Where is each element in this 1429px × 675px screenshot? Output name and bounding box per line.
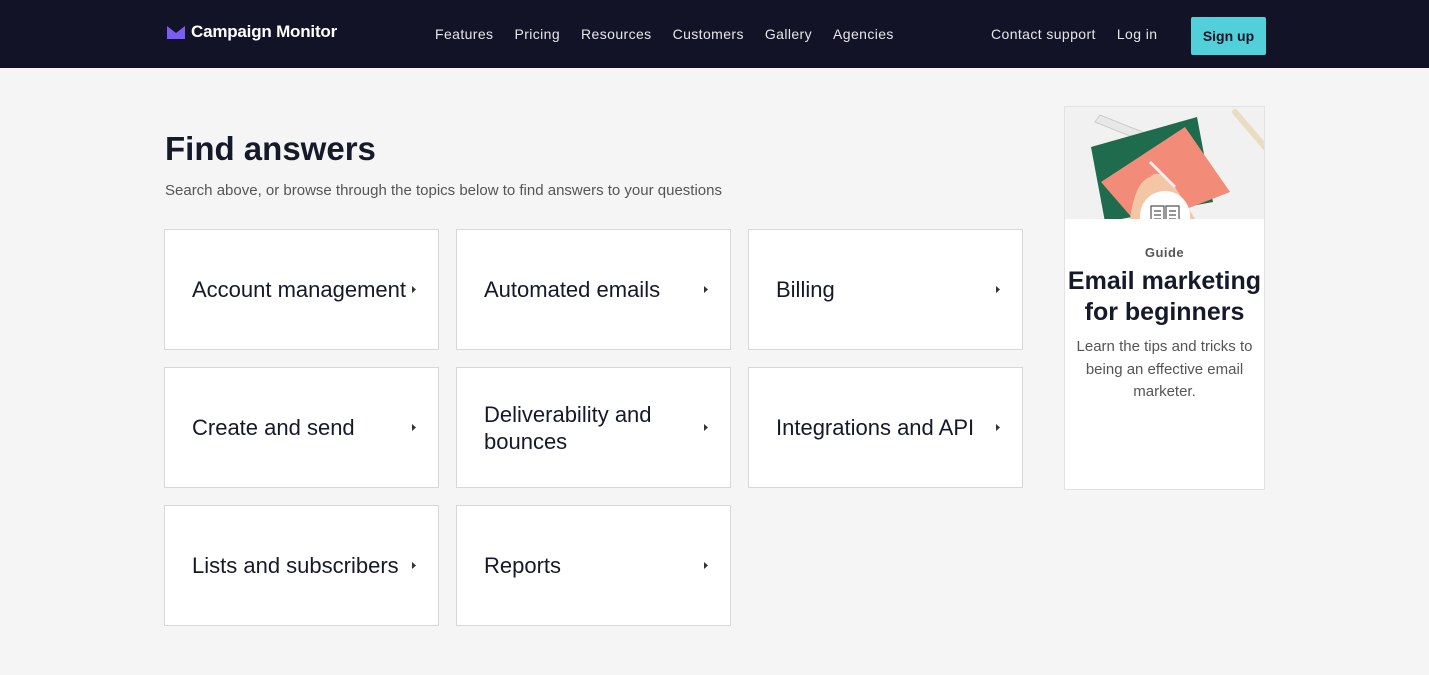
topic-label: Deliverability and bounces (484, 401, 652, 454)
topic-card[interactable]: Deliverability and bounces (456, 367, 731, 488)
guide-card[interactable]: Guide Email marketing for beginners Lear… (1064, 106, 1265, 490)
topic-label: Reports (484, 553, 562, 578)
topic-grid: Account management Automated emails Billin… (164, 229, 1023, 626)
nav-resources[interactable]: Resources (581, 26, 652, 42)
caret-right-icon (704, 286, 708, 293)
envelope-logo-icon (167, 25, 185, 39)
guide-description: Learn the tips and tricks to being an ef… (1076, 338, 1253, 400)
caret-right-icon (412, 286, 416, 293)
topic-label: Create and send (192, 415, 355, 440)
nav-customers[interactable]: Customers (672, 26, 744, 42)
brand-name: Campaign Monitor (191, 22, 338, 41)
signup-button[interactable]: Sign up (1191, 17, 1266, 55)
topic-card[interactable]: Integrations and API (748, 367, 1023, 488)
topic-card[interactable]: Account management (164, 229, 439, 350)
nav-gallery[interactable]: Gallery (764, 26, 813, 42)
contact-support-link[interactable]: Contact support (991, 26, 1096, 42)
nav-agencies[interactable]: Agencies (833, 26, 894, 42)
guide-label: Guide (1144, 245, 1185, 260)
login-link[interactable]: Log in (1116, 26, 1158, 42)
topic-label: Account management (192, 277, 407, 302)
caret-right-icon (704, 424, 708, 431)
caret-right-icon (704, 562, 708, 569)
topic-label: Billing (776, 277, 835, 302)
caret-right-icon (996, 424, 1000, 431)
page-title: Find answers (165, 130, 376, 167)
topic-label: Integrations and API (776, 415, 975, 440)
nav-features[interactable]: Features (435, 26, 494, 42)
top-nav: Campaign Monitor Features Pricing Resour… (0, 0, 1429, 68)
topic-card[interactable]: Billing (748, 229, 1023, 350)
topic-label: Automated emails (484, 277, 661, 302)
page-subtitle: Search above, or browse through the topi… (165, 182, 722, 199)
caret-right-icon (412, 562, 416, 569)
topic-card[interactable]: Automated emails (456, 229, 731, 350)
caret-right-icon (412, 424, 416, 431)
topic-card[interactable]: Reports (456, 505, 731, 626)
guide-image (1065, 107, 1264, 219)
topic-card[interactable]: Create and send (164, 367, 439, 488)
guide-title[interactable]: Email marketing for beginners (1067, 267, 1262, 326)
caret-right-icon (996, 286, 1000, 293)
logo[interactable]: Campaign Monitor (167, 22, 337, 42)
topic-card[interactable]: Lists and subscribers (164, 505, 439, 626)
nav-pricing[interactable]: Pricing (514, 26, 561, 42)
topic-label: Lists and subscribers (192, 553, 399, 578)
